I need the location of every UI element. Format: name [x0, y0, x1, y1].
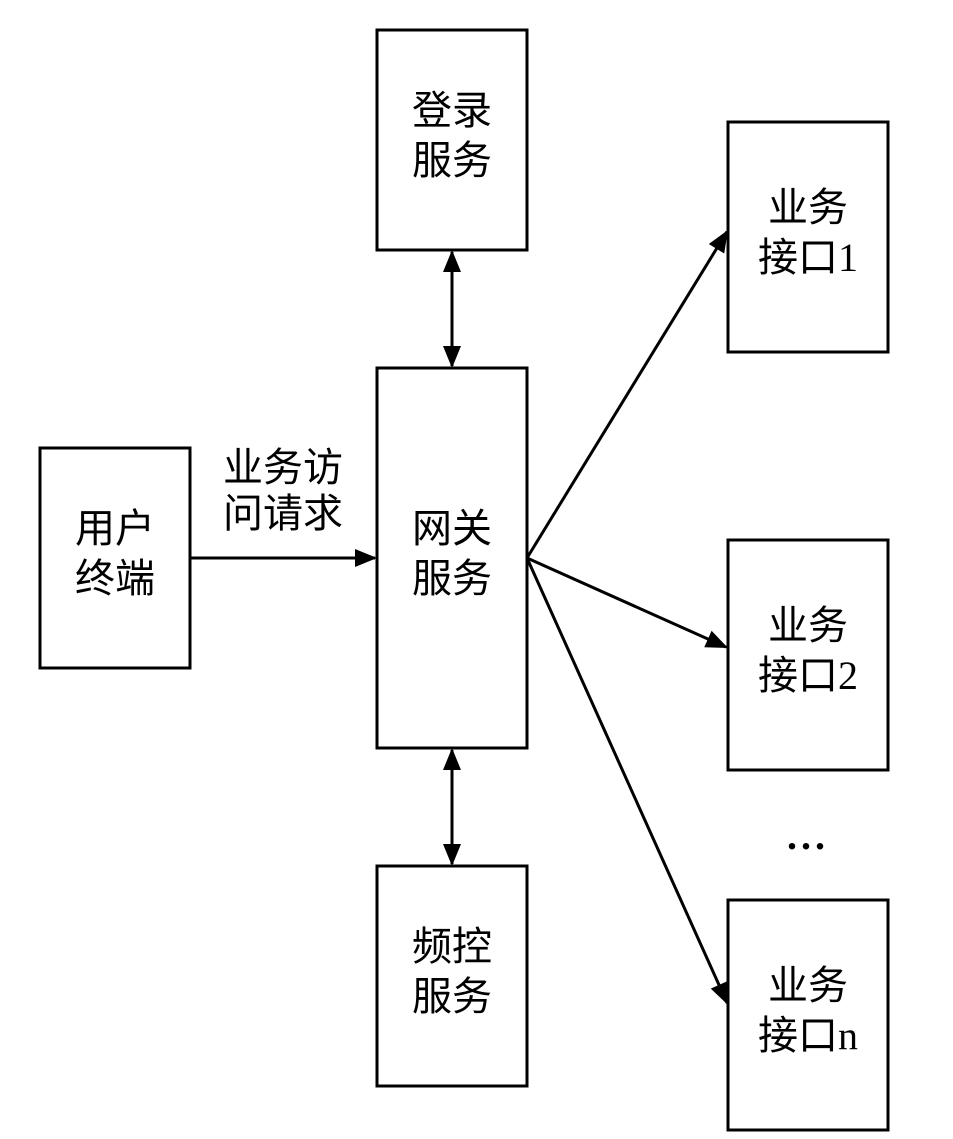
- node-ifn: 业务接口n: [728, 900, 888, 1130]
- node-if1-line-1: 接口1: [758, 235, 858, 280]
- node-if1-line-0: 业务: [768, 185, 848, 230]
- node-gateway-line-0: 网关: [412, 506, 492, 551]
- node-ifn-line-1: 接口n: [758, 1013, 858, 1058]
- diagram-canvas: 用户终端登录服务网关服务频控服务业务接口1业务接口2业务接口n 业务访问请求..…: [0, 0, 953, 1139]
- edge-user-to-gateway: [190, 549, 377, 567]
- node-if2-line-1: 接口2: [758, 653, 858, 698]
- node-user-line-1: 终端: [75, 556, 155, 601]
- nodes-layer: 用户终端登录服务网关服务频控服务业务接口1业务接口2业务接口n: [40, 30, 888, 1130]
- node-if2: 业务接口2: [728, 540, 888, 770]
- edge-gateway-if1: [527, 230, 728, 558]
- node-user-line-0: 用户: [75, 506, 155, 551]
- node-if2-line-0: 业务: [768, 603, 848, 648]
- node-login-line-1: 服务: [412, 138, 492, 183]
- edge-user-to-gateway-label-1: 问请求: [223, 491, 343, 536]
- edge-gateway-login: [443, 250, 461, 368]
- ellipsis: ...: [787, 813, 829, 858]
- node-freq-line-1: 服务: [412, 974, 492, 1019]
- edge-gateway-if2: [527, 558, 728, 648]
- edge-gateway-ifn: [527, 558, 728, 1005]
- node-freq-line-0: 频控: [412, 924, 492, 969]
- node-login-line-0: 登录: [412, 88, 492, 133]
- node-gateway: 网关服务: [377, 368, 527, 748]
- edge-user-to-gateway-label-0: 业务访: [223, 445, 343, 490]
- node-freq: 频控服务: [377, 866, 527, 1086]
- node-gateway-line-1: 服务: [412, 556, 492, 601]
- edge-gateway-freq: [443, 748, 461, 866]
- node-login: 登录服务: [377, 30, 527, 250]
- node-ifn-line-0: 业务: [768, 963, 848, 1008]
- node-user: 用户终端: [40, 448, 190, 668]
- node-if1: 业务接口1: [728, 122, 888, 352]
